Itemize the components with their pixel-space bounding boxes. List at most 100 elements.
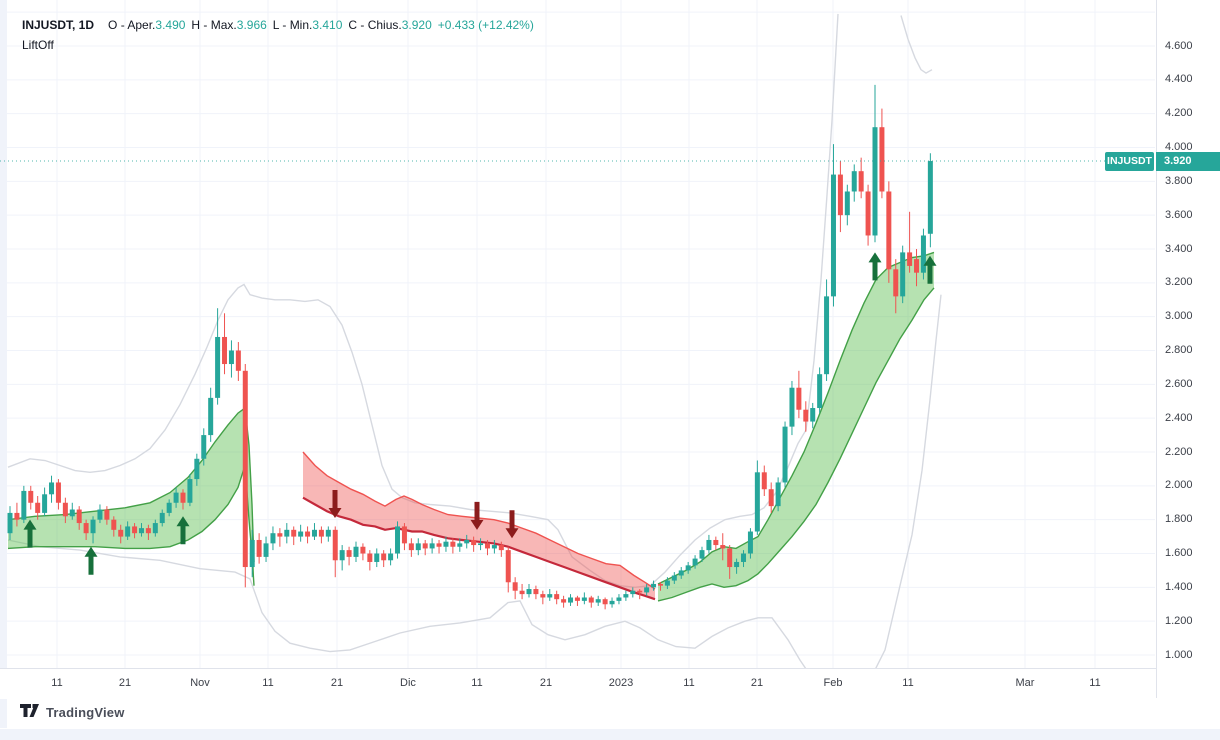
candle: [664, 577, 670, 590]
buy-arrow-icon: [868, 252, 882, 281]
candle: [671, 572, 677, 584]
price-tick-label: 2.600: [1165, 377, 1193, 390]
price-tick-label: 1.400: [1165, 580, 1193, 593]
price-tick-label: 2.000: [1165, 479, 1193, 492]
candle: [747, 528, 753, 559]
candle: [623, 590, 629, 601]
candle: [277, 528, 283, 547]
buy-arrow-icon: [923, 255, 937, 284]
price-axis[interactable]: 4.600 4.400 4.200 4.000 3.800 3.600 3.400 3.200…: [1156, 0, 1220, 698]
candle: [706, 534, 712, 554]
candle: [222, 313, 228, 375]
price-tick-label: 2.800: [1165, 344, 1193, 356]
candle: [540, 590, 546, 605]
candle: [581, 592, 587, 605]
candle: [775, 477, 781, 512]
candle: [14, 502, 20, 527]
candle: [657, 582, 663, 591]
price-tick-label: 4.400: [1165, 73, 1193, 86]
price-tick-label: 1.200: [1165, 614, 1193, 627]
low-label: L - Min.: [272, 18, 313, 32]
candle: [644, 583, 650, 596]
tradingview-wordmark[interactable]: TradingView: [46, 704, 125, 720]
candle: [865, 184, 871, 246]
candle: [194, 453, 200, 486]
candle: [457, 538, 463, 552]
open-label: O - Aper.: [108, 18, 156, 32]
candle: [927, 153, 933, 248]
candle: [415, 538, 421, 556]
time-tick-label: 11: [471, 677, 483, 689]
candle: [616, 594, 622, 605]
candle: [249, 529, 255, 578]
candle: [817, 367, 823, 414]
candle: [837, 161, 843, 233]
price-tick-label: 4.000: [1165, 141, 1193, 153]
volatility-bands: [7, 13, 942, 668]
candle: [35, 495, 41, 520]
candle: [484, 539, 490, 556]
chart-canvas[interactable]: [0, 0, 1155, 668]
indicator-title[interactable]: LiftOff: [22, 38, 54, 52]
band-line: [900, 15, 933, 74]
candle: [256, 533, 262, 564]
candle: [69, 502, 75, 520]
candle: [789, 380, 795, 436]
candle: [422, 539, 428, 556]
candle: [159, 509, 165, 527]
change-value: +0.433 (+12.42%): [437, 18, 534, 32]
candle: [720, 533, 726, 561]
candles: [7, 84, 933, 610]
price-tick-label: 1.600: [1165, 547, 1193, 559]
buy-arrow-icon: [176, 516, 190, 545]
candle: [588, 595, 594, 608]
candle: [374, 548, 380, 568]
candle: [298, 524, 304, 542]
buy-arrow-icon: [84, 546, 98, 575]
candle: [810, 402, 816, 429]
candle: [907, 211, 913, 273]
candle: [242, 364, 248, 588]
symbol-title[interactable]: INJUSDT, 1D: [22, 18, 95, 32]
candle: [55, 479, 61, 510]
time-tick-label: 11: [902, 677, 914, 689]
time-tick-label: Nov: [190, 677, 210, 689]
candle: [228, 340, 234, 378]
candle: [173, 487, 179, 508]
candle: [782, 421, 788, 488]
time-axis[interactable]: 11 21 Nov 11 21 Dic 11 21 2023 11 21 Feb 11 Mar 11: [0, 668, 1220, 699]
grid-lines: [0, 0, 1155, 668]
candle: [803, 401, 809, 432]
close-value: 3.920: [401, 18, 432, 32]
candle: [734, 558, 740, 574]
candle: [678, 567, 684, 579]
time-tick-label: 11: [51, 677, 63, 689]
candle: [104, 506, 110, 525]
candle: [685, 561, 691, 574]
footer: TradingView: [20, 704, 125, 720]
candle: [450, 538, 456, 554]
sell-arrow-icon: [470, 501, 484, 530]
time-tick-label: 11: [1089, 677, 1101, 689]
price-tick-label: 1.800: [1165, 513, 1193, 526]
left-toolbar-edge: [0, 0, 7, 728]
candle: [464, 534, 470, 549]
candle: [630, 587, 636, 598]
candle: [401, 523, 407, 551]
candle: [554, 590, 560, 605]
candle: [408, 538, 414, 557]
time-tick-label: 21: [539, 677, 553, 689]
candle: [311, 523, 317, 540]
candle: [208, 387, 214, 442]
candle: [305, 526, 311, 544]
price-tick-label: 2.200: [1165, 445, 1193, 458]
symbol-price-tag: INJUSDT: [1105, 152, 1154, 171]
tradingview-logo-icon[interactable]: [20, 704, 39, 720]
candle: [519, 583, 525, 600]
candle: [49, 475, 55, 503]
candle: [7, 506, 13, 540]
candle: [533, 585, 539, 600]
candle: [561, 595, 567, 608]
candle: [353, 541, 359, 562]
